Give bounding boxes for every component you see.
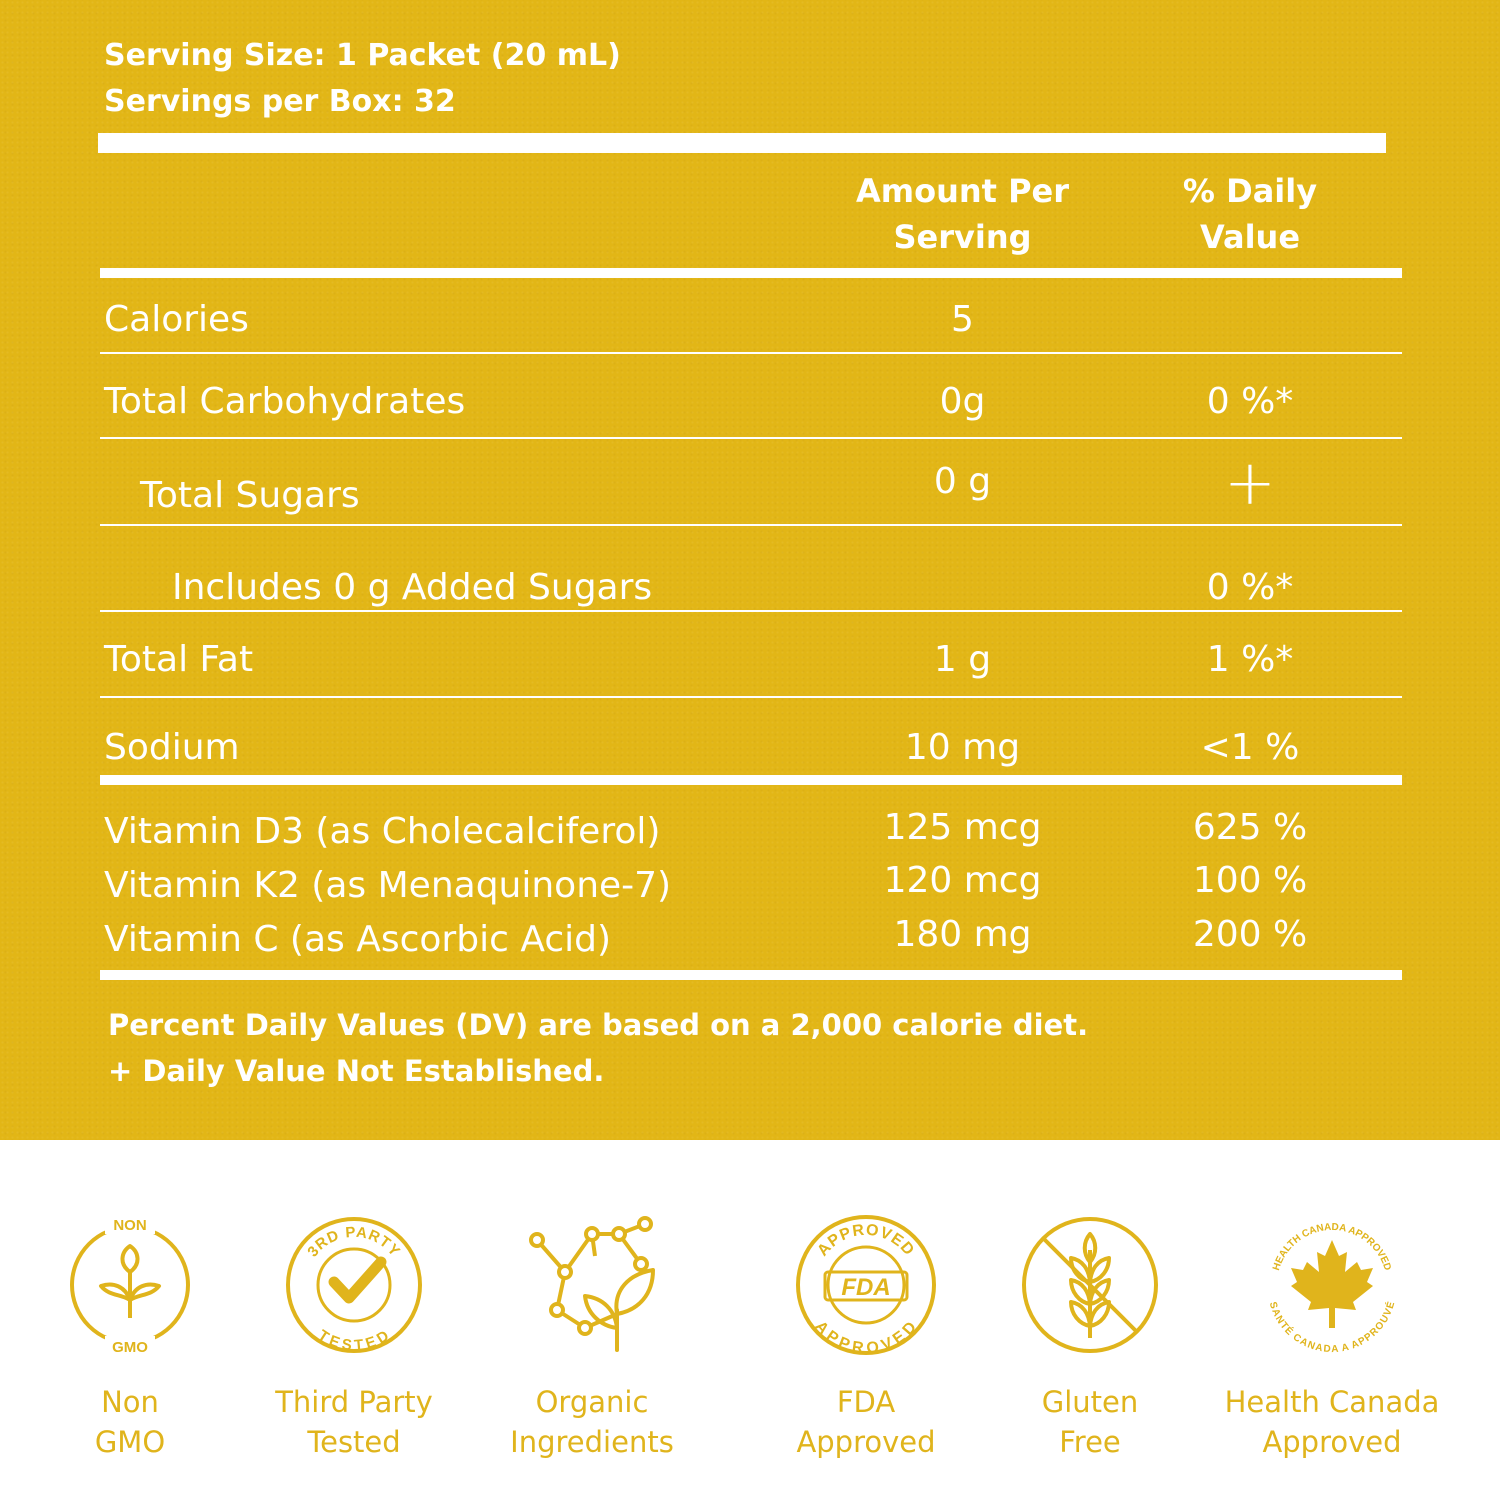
badge-caption: Organic Ingredients: [510, 1385, 674, 1459]
vitamin-dv: 625 %: [1192, 807, 1308, 848]
vitamin-label: Vitamin D3 (as Cholecalciferol): [104, 811, 661, 852]
nutrient-label: Total Sugars: [140, 475, 360, 516]
dv-header-line2: Value: [1199, 218, 1301, 256]
nutrient-amount: 0g: [939, 381, 986, 422]
svg-text:NON: NON: [113, 1217, 146, 1234]
nutrient-dv: 1 %*: [1206, 639, 1294, 680]
badge-third-party-tested: 3RD PARTY TESTED Third Party Tested: [224, 1140, 484, 1500]
vitamin-dv: 200 %: [1192, 914, 1308, 955]
row-divider: [100, 352, 1402, 354]
nutrient-amount: 5: [951, 299, 974, 340]
vitamin-label: Vitamin K2 (as Menaquinone-7): [104, 865, 672, 906]
badge-caption: Gluten Free: [1041, 1385, 1139, 1459]
amount-header-line2: Serving: [893, 218, 1032, 256]
non-gmo-icon: NON GMO: [70, 1212, 190, 1358]
vitamin-label: Vitamin C (as Ascorbic Acid): [104, 919, 612, 960]
gluten-free-icon: [1022, 1217, 1158, 1353]
fda-approved-icon: APPROVED APPROVED FDA: [796, 1215, 936, 1357]
row-divider: [100, 524, 1402, 526]
vitamin-dv: 100 %: [1192, 860, 1308, 901]
badge-caption: Non GMO: [94, 1385, 166, 1459]
nutrient-amount: 1 g: [933, 639, 992, 680]
nutrient-dv: 0 %*: [1206, 567, 1294, 608]
row-divider: [100, 437, 1402, 439]
badge-health-canada: HEALTH CANADA APPROVED SANTÉ CANADA A AP…: [1202, 1140, 1462, 1500]
badge-caption: FDA Approved: [796, 1385, 936, 1459]
nutrient-dv-plus: +: [1224, 446, 1276, 519]
nutrient-label: Includes 0 g Added Sugars: [172, 567, 653, 608]
nutrient-amount: 10 mg: [904, 727, 1021, 768]
svg-text:GMO: GMO: [112, 1339, 148, 1356]
badge-strip: NON GMO Non GMO 3RD PARTY: [0, 1140, 1500, 1500]
vitamin-amount: 180 mg: [893, 914, 1032, 955]
badge-gluten-free: Gluten Free: [960, 1140, 1220, 1500]
nutrient-label: Total Fat: [104, 639, 254, 680]
thick-rule-vitamins: [100, 775, 1402, 785]
nutrient-label: Calories: [104, 299, 249, 340]
row-divider: [100, 696, 1402, 698]
footnote-not-established: + Daily Value Not Established.: [108, 1054, 605, 1088]
health-canada-icon: HEALTH CANADA APPROVED SANTÉ CANADA A AP…: [1267, 1222, 1398, 1355]
third-party-tested-icon: 3RD PARTY TESTED: [286, 1217, 422, 1354]
dv-header-line1: % Daily: [1182, 172, 1318, 210]
badge-caption: Third Party Tested: [275, 1385, 433, 1459]
amount-header-line1: Amount Per: [855, 172, 1070, 210]
amount-per-serving-header: Amount Per Serving: [820, 168, 1105, 260]
nutrient-label: Sodium: [104, 727, 240, 768]
nutrition-panel: Serving Size: 1 Packet (20 mL) Servings …: [0, 0, 1500, 1140]
row-divider: [100, 610, 1402, 612]
svg-text:FDA: FDA: [841, 1274, 890, 1301]
nutrient-dv: 0 %*: [1206, 381, 1294, 422]
badge-caption: Health Canada Approved: [1224, 1385, 1440, 1459]
thick-rule-bottom: [100, 970, 1402, 980]
footnote-dv: Percent Daily Values (DV) are based on a…: [108, 1008, 1089, 1042]
nutrient-amount: 0 g: [933, 461, 992, 502]
thick-rule-top: [98, 133, 1386, 153]
badge-non-gmo: NON GMO Non GMO: [0, 1140, 260, 1500]
servings-per-box: Servings per Box: 32: [104, 84, 456, 119]
serving-size: Serving Size: 1 Packet (20 mL): [104, 38, 621, 73]
daily-value-header: % Daily Value: [1140, 168, 1360, 260]
vitamin-amount: 125 mcg: [883, 807, 1042, 848]
thick-rule-header: [100, 268, 1402, 278]
badge-fda-approved: APPROVED APPROVED FDA FDA Approved: [736, 1140, 996, 1500]
organic-ingredients-icon: [529, 1216, 655, 1352]
vitamin-amount: 120 mcg: [883, 860, 1042, 901]
badge-organic-ingredients: Organic Ingredients: [462, 1140, 722, 1500]
nutrient-label: Total Carbohydrates: [104, 381, 466, 422]
nutrient-dv: <1 %: [1200, 727, 1300, 768]
